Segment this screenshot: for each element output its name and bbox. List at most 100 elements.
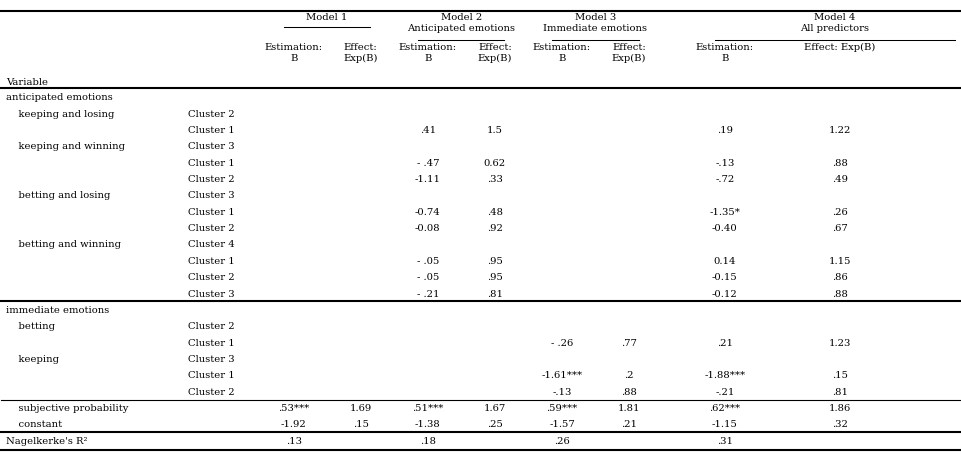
Text: -.13: -.13 [553, 388, 572, 397]
Text: Cluster 3: Cluster 3 [188, 142, 234, 151]
Text: .95: .95 [487, 273, 503, 282]
Text: .21: .21 [717, 338, 733, 348]
Text: .62***: .62*** [709, 404, 740, 413]
Text: -1.88***: -1.88*** [704, 371, 746, 381]
Text: Variable: Variable [6, 78, 48, 87]
Text: .51***: .51*** [412, 404, 443, 413]
Text: .25: .25 [487, 420, 503, 430]
Text: 1.23: 1.23 [828, 338, 851, 348]
Text: - .21: - .21 [416, 289, 439, 299]
Text: - .47: - .47 [416, 159, 439, 168]
Text: .2: .2 [625, 371, 633, 381]
Text: -1.61***: -1.61*** [541, 371, 582, 381]
Text: anticipated emotions: anticipated emotions [6, 93, 113, 102]
Text: Model 4
All predictors: Model 4 All predictors [801, 13, 870, 33]
Text: .49: .49 [832, 175, 848, 184]
Text: .33: .33 [487, 175, 503, 184]
Text: 1.69: 1.69 [350, 404, 372, 413]
Text: Effect:
Exp(B): Effect: Exp(B) [343, 43, 378, 63]
Text: .92: .92 [487, 224, 503, 233]
Text: Cluster 1: Cluster 1 [188, 159, 235, 168]
Text: .18: .18 [420, 437, 435, 446]
Text: .15: .15 [353, 420, 369, 430]
Text: Cluster 3: Cluster 3 [188, 289, 234, 299]
Text: betting and winning: betting and winning [6, 240, 121, 250]
Text: .95: .95 [487, 257, 503, 266]
Text: Cluster 1: Cluster 1 [188, 208, 235, 217]
Text: .88: .88 [832, 289, 848, 299]
Text: .81: .81 [487, 289, 503, 299]
Text: -1.11: -1.11 [415, 175, 441, 184]
Text: betting: betting [6, 322, 55, 332]
Text: keeping: keeping [6, 355, 60, 364]
Text: -0.15: -0.15 [712, 273, 738, 282]
Text: Effect:
Exp(B): Effect: Exp(B) [612, 43, 647, 63]
Text: 1.86: 1.86 [828, 404, 850, 413]
Text: Cluster 2: Cluster 2 [188, 273, 234, 282]
Text: Cluster 2: Cluster 2 [188, 322, 234, 332]
Text: Effect:
Exp(B): Effect: Exp(B) [478, 43, 512, 63]
Text: -.13: -.13 [715, 159, 734, 168]
Text: - .05: - .05 [417, 273, 439, 282]
Text: 1.81: 1.81 [618, 404, 640, 413]
Text: - .05: - .05 [417, 257, 439, 266]
Text: Cluster 1: Cluster 1 [188, 338, 235, 348]
Text: Cluster 2: Cluster 2 [188, 388, 234, 397]
Text: 1.5: 1.5 [487, 126, 503, 135]
Text: Estimation:
B: Estimation: B [696, 43, 754, 63]
Text: -.21: -.21 [715, 388, 734, 397]
Text: .59***: .59*** [546, 404, 578, 413]
Text: -.72: -.72 [715, 175, 734, 184]
Text: Estimation:
B: Estimation: B [264, 43, 323, 63]
Text: Effect: Exp(B): Effect: Exp(B) [804, 43, 875, 52]
Text: -1.15: -1.15 [712, 420, 738, 430]
Text: 1.15: 1.15 [828, 257, 851, 266]
Text: .32: .32 [832, 420, 848, 430]
Text: subjective probability: subjective probability [6, 404, 129, 413]
Text: .77: .77 [621, 338, 637, 348]
Text: keeping and losing: keeping and losing [6, 110, 114, 119]
Text: -1.92: -1.92 [281, 420, 307, 430]
Text: .15: .15 [832, 371, 848, 381]
Text: Nagelkerke's R²: Nagelkerke's R² [6, 437, 87, 446]
Text: .41: .41 [420, 126, 436, 135]
Text: -1.57: -1.57 [549, 420, 575, 430]
Text: .13: .13 [285, 437, 302, 446]
Text: .21: .21 [621, 420, 637, 430]
Text: Estimation:
B: Estimation: B [533, 43, 591, 63]
Text: 0.14: 0.14 [714, 257, 736, 266]
Text: - .26: - .26 [551, 338, 573, 348]
Text: Estimation:
B: Estimation: B [399, 43, 456, 63]
Text: -0.74: -0.74 [415, 208, 441, 217]
Text: -0.12: -0.12 [712, 289, 738, 299]
Text: Model 1: Model 1 [307, 13, 348, 22]
Text: 0.62: 0.62 [483, 159, 505, 168]
Text: Cluster 1: Cluster 1 [188, 257, 235, 266]
Text: Cluster 4: Cluster 4 [188, 240, 235, 250]
Text: .53***: .53*** [278, 404, 309, 413]
Text: keeping and winning: keeping and winning [6, 142, 125, 151]
Text: .88: .88 [621, 388, 637, 397]
Text: Cluster 3: Cluster 3 [188, 355, 234, 364]
Text: 1.67: 1.67 [483, 404, 506, 413]
Text: Cluster 2: Cluster 2 [188, 224, 234, 233]
Text: .88: .88 [832, 159, 848, 168]
Text: -0.08: -0.08 [415, 224, 440, 233]
Text: Cluster 2: Cluster 2 [188, 110, 234, 119]
Text: .26: .26 [554, 437, 570, 446]
Text: Model 3
Immediate emotions: Model 3 Immediate emotions [544, 13, 648, 33]
Text: .86: .86 [832, 273, 848, 282]
Text: .31: .31 [717, 437, 733, 446]
Text: .48: .48 [487, 208, 503, 217]
Text: constant: constant [6, 420, 62, 430]
Text: Cluster 2: Cluster 2 [188, 175, 234, 184]
Text: Cluster 3: Cluster 3 [188, 191, 234, 200]
Text: 1.22: 1.22 [828, 126, 851, 135]
Text: -1.38: -1.38 [415, 420, 441, 430]
Text: .26: .26 [832, 208, 848, 217]
Text: -0.40: -0.40 [712, 224, 738, 233]
Text: Model 2
Anticipated emotions: Model 2 Anticipated emotions [407, 13, 515, 33]
Text: .67: .67 [832, 224, 848, 233]
Text: immediate emotions: immediate emotions [6, 306, 110, 315]
Text: .81: .81 [832, 388, 848, 397]
